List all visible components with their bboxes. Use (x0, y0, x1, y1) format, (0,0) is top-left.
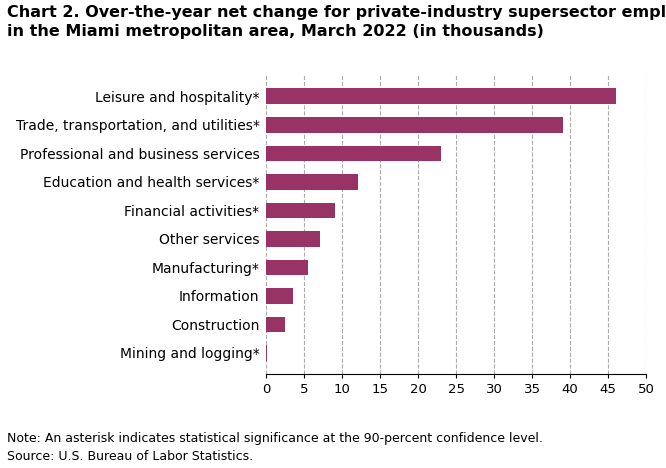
Text: Note: An asterisk indicates statistical significance at the 90-percent confidenc: Note: An asterisk indicates statistical … (7, 432, 543, 463)
Bar (266, 288, 293, 304)
Bar (266, 146, 441, 161)
Text: Chart 2. Over-the-year net change for private-industry supersector employment
in: Chart 2. Over-the-year net change for pr… (7, 5, 666, 39)
Bar (266, 231, 320, 247)
Bar (266, 316, 286, 332)
Bar (266, 260, 308, 275)
Bar (266, 345, 267, 361)
Bar (266, 117, 563, 133)
Bar (266, 88, 615, 104)
Bar (266, 203, 335, 218)
Bar (266, 174, 358, 190)
